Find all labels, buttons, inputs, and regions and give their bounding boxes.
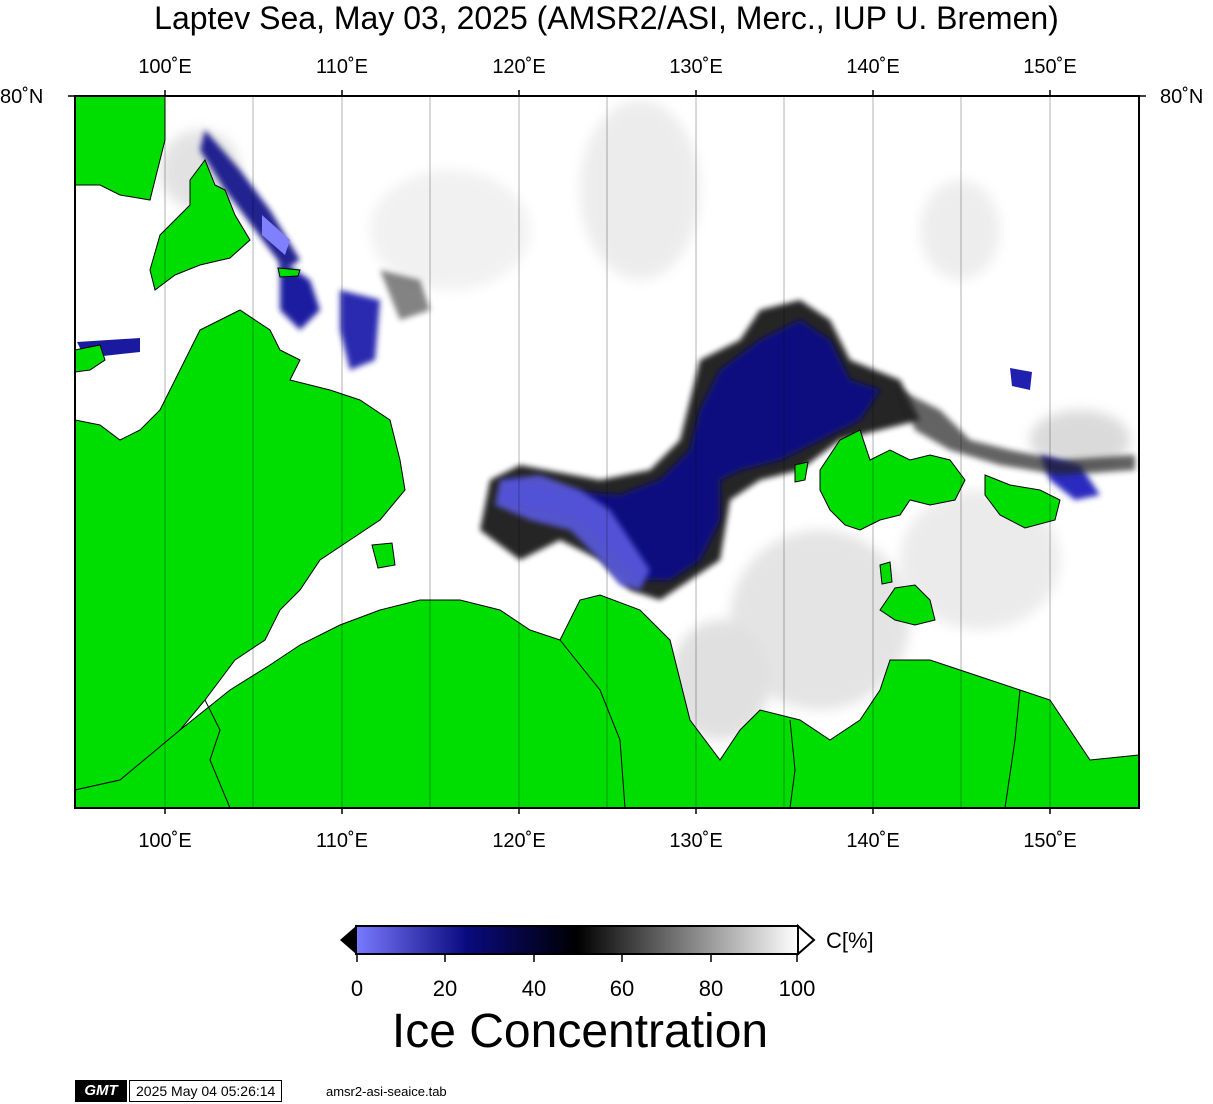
map-title: Laptev Sea, May 03, 2025 (AMSR2/ASI, Mer…: [154, 0, 1059, 36]
lon-label-bottom: 150˚E: [1023, 830, 1077, 852]
colorbar-gradient: [355, 925, 799, 955]
land-stolbovoy-island: [879, 584, 936, 626]
colorbar: [340, 923, 816, 962]
lon-label-top: 140˚E: [846, 56, 900, 78]
land-bolshevik-island: [149, 158, 251, 291]
lon-label-bottom: 140˚E: [846, 830, 900, 852]
land-taymyr-peninsula: [75, 309, 406, 791]
lon-label-top: 150˚E: [1023, 56, 1077, 78]
land-islet: [794, 461, 809, 483]
colorbar-low-arrow: [340, 926, 356, 954]
colorbar-unit: C[%]: [826, 928, 874, 953]
lon-label-bottom: 110˚E: [316, 830, 368, 852]
colorbar-tick: 40: [521, 976, 547, 1001]
land-new-siberia-island: [984, 474, 1061, 529]
timestamp: 2025 May 04 05:26:14: [129, 1080, 283, 1102]
low-concentration-zones: [77, 130, 1135, 600]
colorbar-tick: 0: [350, 976, 364, 1001]
land-islet: [371, 542, 396, 569]
lon-label-bottom: 130˚E: [669, 830, 723, 852]
meridian-gridlines: [164, 96, 1051, 808]
lon-label-top: 100˚E: [138, 56, 192, 78]
frame-ticks: [68, 90, 1146, 814]
colorbar-tick: 60: [609, 976, 635, 1001]
lat-label-left: 80˚N: [0, 86, 44, 108]
map-area: [75, 96, 1139, 808]
lon-label-top: 110˚E: [316, 56, 368, 78]
lat-label-right: 80˚N: [1160, 86, 1204, 108]
land-kotelny-island: [819, 429, 966, 531]
land-islet: [277, 267, 301, 278]
lon-label-bottom: 120˚E: [492, 830, 546, 852]
filename: amsr2-asi-seaice.tab: [326, 1084, 447, 1099]
land-cape: [75, 344, 106, 373]
legend-title: Ice Concentration: [391, 1005, 769, 1058]
colorbar-tick: 100: [778, 976, 816, 1001]
land-severnaya-zemlya: [75, 96, 166, 201]
lon-label-bottom: 100˚E: [138, 830, 192, 852]
lon-label-top: 120˚E: [492, 56, 546, 78]
boundary-lines: [204, 639, 1021, 808]
colorbar-tick: 80: [698, 976, 724, 1001]
map-frame: [74, 95, 1140, 809]
gmt-logo: GMT: [75, 1080, 127, 1102]
land-islet: [879, 561, 893, 585]
lon-label-top: 130˚E: [669, 56, 723, 78]
colorbar-tick: 20: [432, 976, 458, 1001]
colorbar-high-arrow: [797, 923, 816, 957]
